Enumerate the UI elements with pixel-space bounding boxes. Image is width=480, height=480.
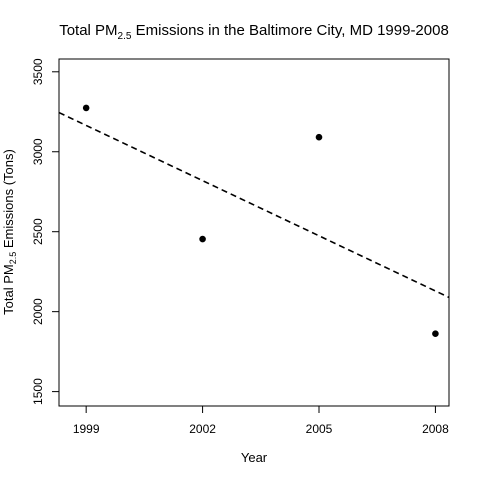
chart-title-suffix: Emissions in the Baltimore City, MD 1999… <box>131 22 448 39</box>
y-tick-label: 2500 <box>31 218 45 245</box>
data-point <box>199 235 206 243</box>
x-tick-label: 2005 <box>306 422 333 436</box>
y-tick-label: 3000 <box>31 138 45 165</box>
x-axis: 1999 2002 2005 2008 <box>73 405 449 436</box>
data-point <box>315 133 323 141</box>
y-axis-label-suffix: Emissions (Tons) <box>1 149 16 252</box>
trend-line <box>58 111 450 299</box>
data-point <box>82 104 90 112</box>
y-tick-label: 1500 <box>31 378 45 405</box>
y-tick-label: 2000 <box>31 298 45 325</box>
x-axis-label: Year <box>241 450 268 465</box>
x-tick-label: 2008 <box>422 422 449 436</box>
y-axis-label: Total PM2.5 Emissions (Tons) <box>1 149 18 315</box>
plot-frame <box>58 58 450 407</box>
y-tick-label: 3500 <box>31 58 45 85</box>
chart-title-subscript: 2.5 <box>118 31 132 42</box>
chart-title-prefix: Total PM <box>59 22 117 39</box>
data-point <box>432 330 439 338</box>
y-axis-label-prefix: Total PM <box>1 264 16 315</box>
chart-title: Total PM2.5 Emissions in the Baltimore C… <box>59 22 449 42</box>
y-axis-label-subscript: 2.5 <box>8 252 18 265</box>
x-tick-label: 1999 <box>73 422 100 436</box>
data-points <box>82 104 439 338</box>
x-tick-label: 2002 <box>189 422 216 436</box>
y-axis: 1500 2000 2500 3000 3500 <box>31 58 60 405</box>
